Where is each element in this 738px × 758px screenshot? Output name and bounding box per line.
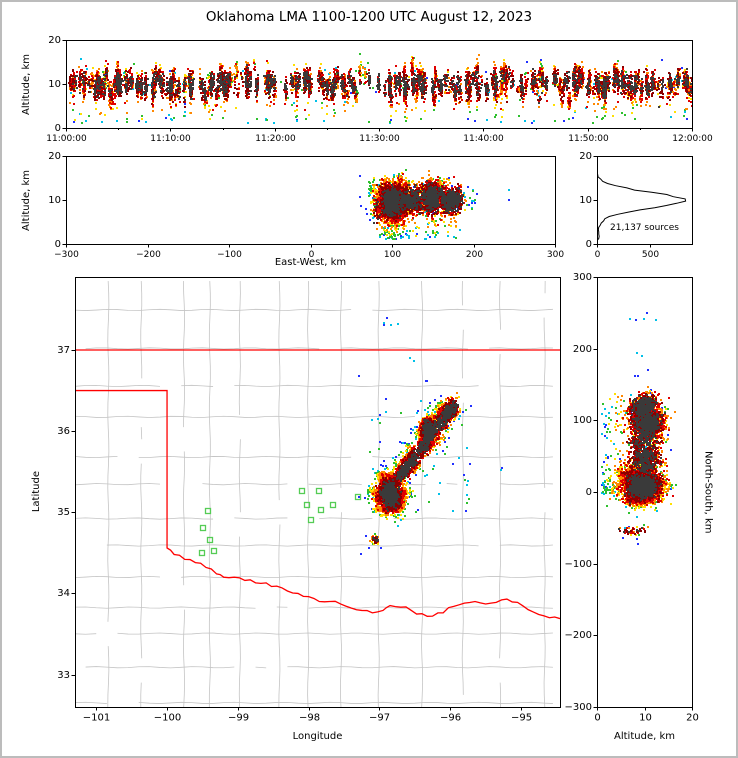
latitude-axis-label: Latitude (30, 471, 42, 513)
east-west-axis-label: East-West, km (274, 257, 347, 268)
sources-annotation: 21,137 sources (610, 223, 679, 233)
ns-panel-altitude-axis-label: Altitude, km (614, 731, 675, 742)
figure-title: Oklahoma LMA 1100-1200 UTC August 12, 20… (205, 9, 533, 25)
longitude-axis-label: Longitude (292, 731, 343, 742)
ew-panel-altitude-axis-label: Altitude, km (20, 169, 32, 231)
north-south-axis-label: North-South, km (702, 450, 714, 534)
time-panel-altitude-axis-label: Altitude, km (20, 53, 32, 115)
